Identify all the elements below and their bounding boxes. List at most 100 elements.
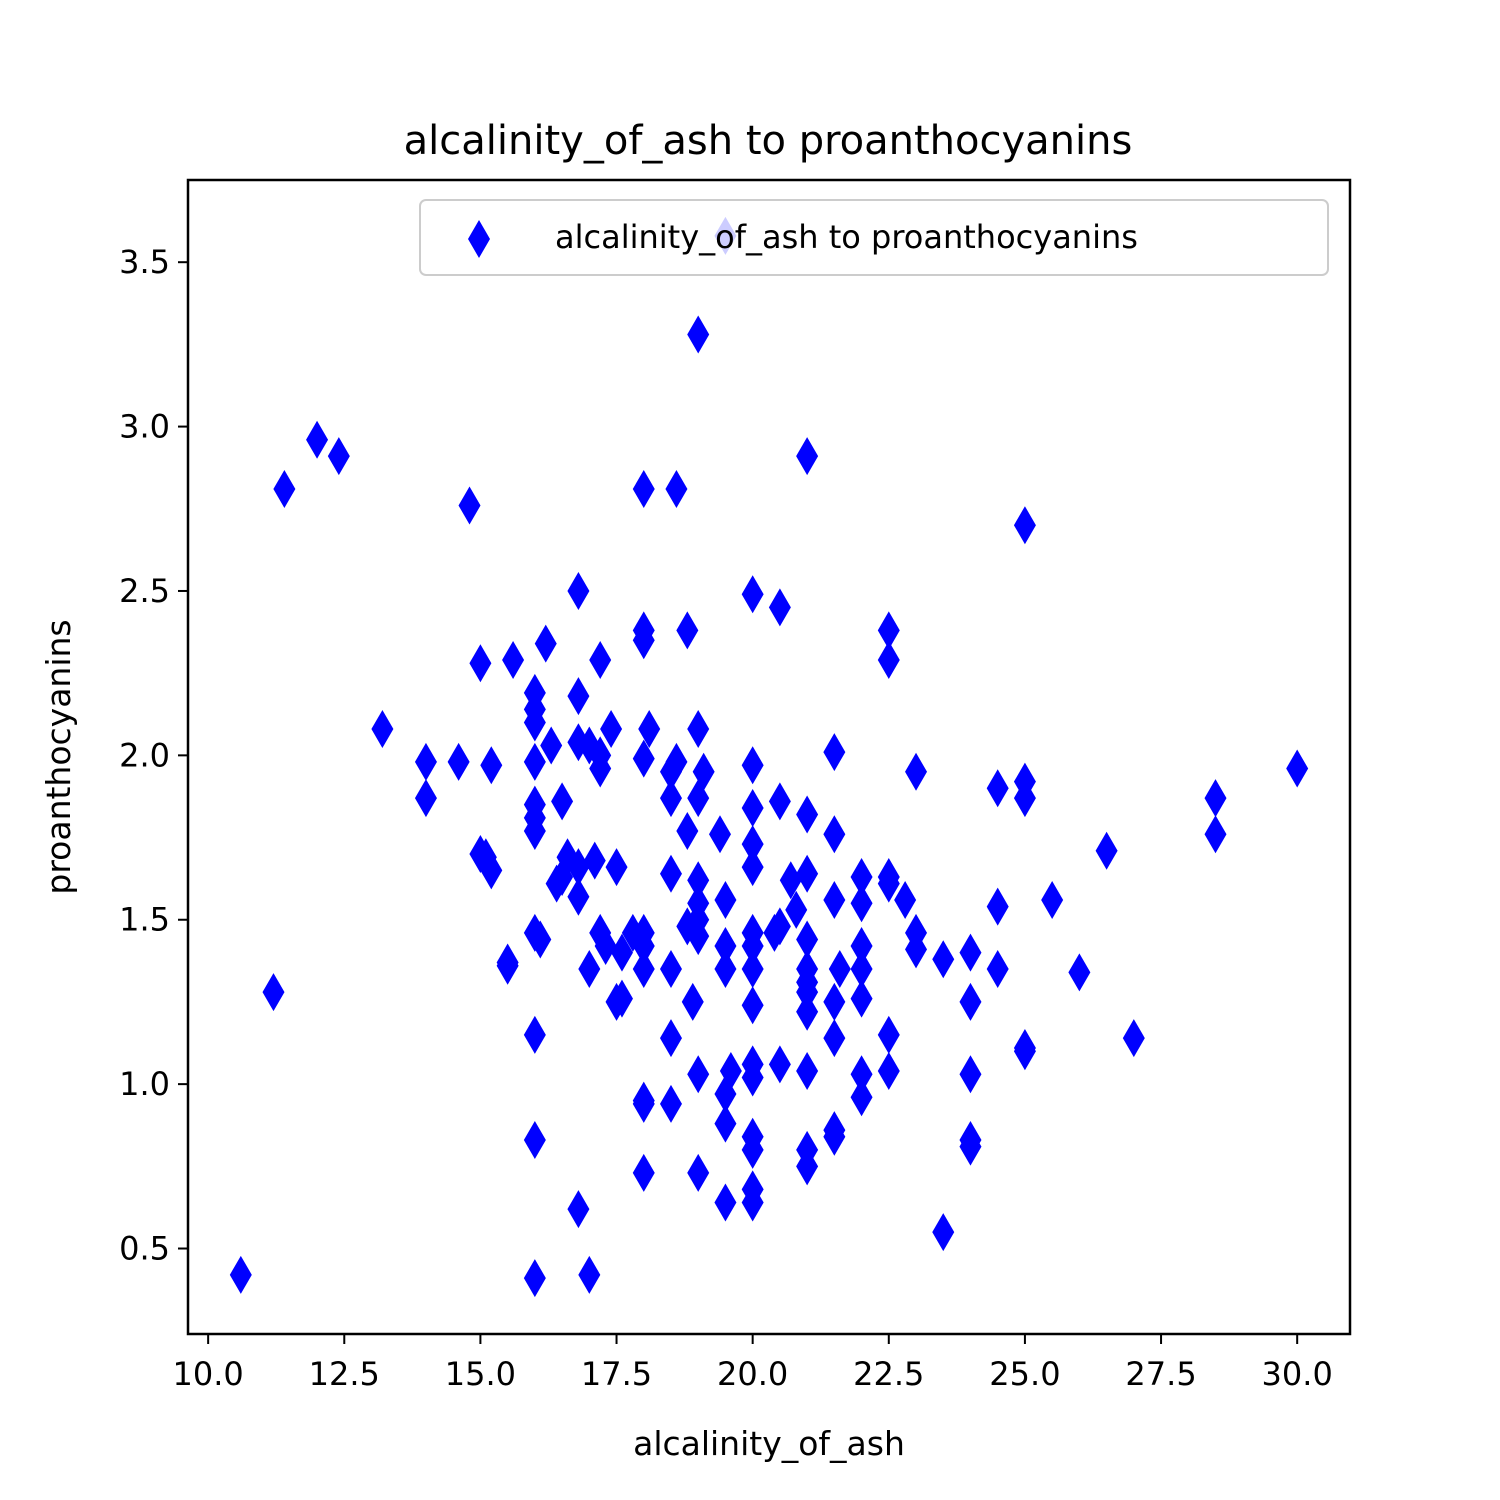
data-point	[823, 982, 846, 1021]
x-tick-label: 10.0	[173, 1355, 244, 1393]
x-tick-label: 15.0	[445, 1355, 516, 1393]
data-point	[768, 907, 791, 946]
data-point	[589, 749, 612, 788]
data-point	[779, 861, 802, 900]
data-point	[632, 621, 655, 660]
data-point	[523, 1121, 546, 1160]
data-point	[469, 644, 492, 683]
data-point	[659, 779, 682, 818]
data-point	[796, 1147, 819, 1186]
data-point	[659, 854, 682, 893]
data-point	[741, 927, 764, 966]
data-point	[632, 739, 655, 778]
data-point	[262, 973, 285, 1012]
data-point	[594, 927, 617, 966]
data-point	[823, 815, 846, 854]
data-point	[567, 848, 590, 887]
data-point	[659, 1019, 682, 1058]
data-point	[681, 982, 704, 1021]
data-point	[768, 1045, 791, 1084]
data-point	[523, 811, 546, 850]
data-point	[741, 788, 764, 827]
data-point	[1286, 749, 1309, 788]
data-point	[877, 1015, 900, 1054]
data-point	[905, 930, 928, 969]
data-point	[567, 877, 590, 916]
x-tick-label: 17.5	[581, 1355, 652, 1393]
data-point	[632, 470, 655, 509]
data-point	[692, 752, 715, 791]
legend-label: alcalinity_of_ash to proanthocyanins	[555, 218, 1138, 256]
data-point	[523, 703, 546, 742]
axes-frame	[186, 178, 1352, 1336]
data-point	[959, 1127, 982, 1166]
data-point	[877, 864, 900, 903]
data-point	[796, 1051, 819, 1090]
data-point	[894, 881, 917, 920]
x-tick-label: 30.0	[1262, 1355, 1333, 1393]
data-point	[327, 437, 350, 476]
y-tick-label: 2.0	[119, 736, 170, 774]
data-point	[496, 946, 519, 985]
data-point	[687, 1153, 710, 1192]
data-point	[959, 982, 982, 1021]
data-point	[659, 1084, 682, 1123]
data-point	[665, 742, 688, 781]
data-point	[714, 1183, 737, 1222]
y-axis-label: proanthocyanins	[39, 619, 78, 894]
data-point	[986, 950, 1009, 989]
data-point	[687, 315, 710, 354]
data-point	[714, 881, 737, 920]
data-point	[1041, 881, 1064, 920]
data-point	[687, 917, 710, 956]
data-point	[610, 933, 633, 972]
legend-marker	[468, 220, 490, 258]
data-point	[1204, 779, 1227, 818]
data-point	[741, 1058, 764, 1097]
data-point	[229, 1255, 252, 1294]
y-tick-label: 1.5	[119, 901, 170, 939]
data-point	[589, 641, 612, 680]
y-tick-label: 0.5	[119, 1230, 170, 1268]
data-point	[687, 1055, 710, 1094]
data-point	[850, 950, 873, 989]
data-point	[523, 742, 546, 781]
data-point	[605, 848, 628, 887]
data-point	[741, 825, 764, 864]
data-point	[480, 746, 503, 785]
data-point	[1122, 1019, 1145, 1058]
data-point	[676, 611, 699, 650]
data-point	[502, 641, 525, 680]
data-point	[414, 779, 437, 818]
data-point	[877, 611, 900, 650]
data-point	[796, 437, 819, 476]
data-point	[529, 920, 552, 959]
data-point	[796, 992, 819, 1031]
data-point	[932, 1213, 955, 1252]
data-point	[273, 470, 296, 509]
x-tick-label: 12.5	[309, 1355, 380, 1393]
data-point	[796, 795, 819, 834]
data-point	[480, 851, 503, 890]
data-point	[850, 1078, 873, 1117]
data-point	[1204, 815, 1227, 854]
data-point	[1013, 506, 1036, 545]
x-axis-label: alcalinity_of_ash	[633, 1424, 905, 1463]
data-point	[414, 742, 437, 781]
x-tick-label: 22.5	[853, 1355, 924, 1393]
data-point	[850, 927, 873, 966]
data-point	[850, 884, 873, 923]
data-point	[1095, 831, 1118, 870]
y-tick-label: 1.0	[119, 1065, 170, 1103]
data-point	[714, 950, 737, 989]
data-point	[796, 854, 819, 893]
data-point	[1068, 953, 1091, 992]
data-point	[1013, 779, 1036, 818]
chart-title: alcalinity_of_ash to proanthocyanins	[404, 118, 1133, 164]
points-layer	[229, 216, 1309, 1298]
data-point	[823, 1019, 846, 1058]
data-point	[823, 733, 846, 772]
data-point	[610, 979, 633, 1018]
data-point	[741, 1130, 764, 1169]
y-tick-label: 3.0	[119, 408, 170, 446]
